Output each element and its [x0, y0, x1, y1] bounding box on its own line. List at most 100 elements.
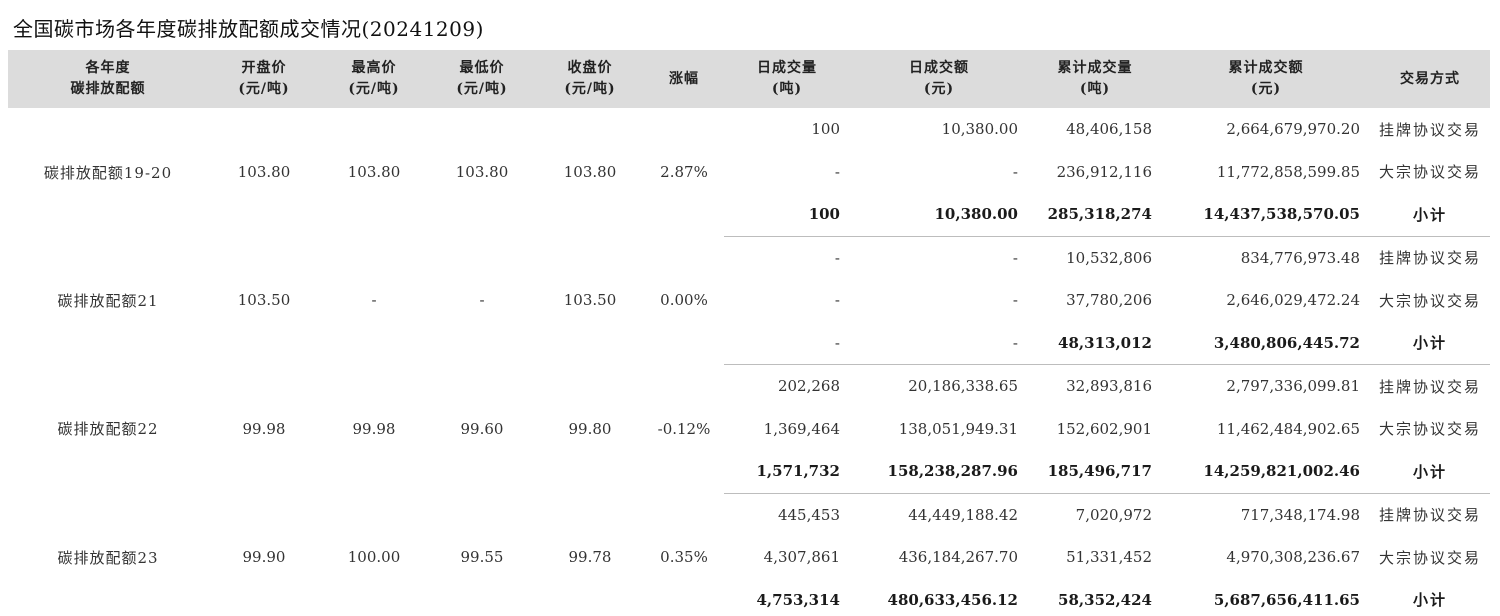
cumulative-volume: 10,532,806 — [1066, 248, 1152, 267]
trade-method: 大宗协议交易 — [1378, 548, 1481, 567]
header-low-price: 最低价 (元/吨) — [428, 50, 536, 108]
table-row: 碳排放配额21 103.50 - - 103.50 0.00% - - 10,5… — [8, 236, 1490, 310]
table-row: 4,307,861 436,184,267.70 51,331,452 4,97… — [8, 536, 1490, 579]
table-row: 碳排放配额23 99.90 100.00 99.55 99.78 0.35% 4… — [8, 493, 1490, 567]
daily-amount: 138,051,949.31 — [898, 419, 1018, 438]
daily-amount: - — [1012, 248, 1018, 267]
open-price: 99.90 — [242, 548, 286, 566]
allocation-name: 碳排放配额19-20 — [43, 163, 173, 182]
header-line1: 最高价 — [351, 60, 397, 76]
daily-volume: 4,307,861 — [763, 548, 840, 567]
trade-method: 挂牌协议交易 — [1378, 249, 1481, 268]
header-cumulative-amount: 累计成交额 (元) — [1162, 50, 1370, 108]
header-line1: 日成交额 — [909, 60, 969, 76]
open-price: 103.80 — [237, 163, 291, 181]
cumulative-amount: 2,797,336,099.81 — [1226, 377, 1360, 396]
cumulative-volume: 32,893,816 — [1066, 377, 1152, 396]
cumulative-amount: 14,259,821,002.46 — [1162, 450, 1370, 494]
table-row: 1,369,464 138,051,949.31 152,602,901 11,… — [8, 408, 1490, 451]
trade-method: 小计 — [1370, 321, 1490, 365]
daily-volume: 1,369,464 — [763, 419, 840, 438]
table-row: - - 236,912,116 11,772,858,599.85 大宗协议交易 — [8, 151, 1490, 194]
close-price: 99.78 — [568, 548, 612, 566]
header-line2: (元/吨) — [564, 81, 616, 97]
close-price: 103.80 — [563, 163, 617, 181]
cumulative-volume: 152,602,901 — [1056, 419, 1152, 438]
daily-volume: - — [834, 248, 840, 267]
header-line1: 累计成交额 — [1228, 60, 1304, 76]
header-line2: (吨) — [771, 81, 803, 97]
header-line2: (元/吨) — [456, 81, 508, 97]
cumulative-volume: 7,020,972 — [1075, 505, 1152, 524]
allocation-name: 碳排放配额23 — [57, 548, 159, 567]
cumulative-amount: 2,664,679,970.20 — [1226, 120, 1360, 139]
daily-amount: 436,184,267.70 — [898, 548, 1018, 567]
daily-amount: - — [1012, 291, 1018, 310]
high-price: - — [371, 291, 377, 310]
header-line2: 碳排放配额 — [70, 81, 146, 97]
header-line2: (元/吨) — [348, 81, 400, 97]
daily-amount: 10,380.00 — [850, 193, 1028, 237]
daily-volume: - — [834, 291, 840, 310]
header-line1: 累计成交量 — [1057, 60, 1133, 76]
close-price: 103.50 — [563, 291, 617, 310]
trade-method: 挂牌协议交易 — [1378, 120, 1481, 139]
daily-volume: 4,753,314 — [756, 590, 840, 609]
table-row: 碳排放配额19-20 103.80 103.80 103.80 103.80 2… — [8, 108, 1490, 181]
low-price: 103.80 — [455, 163, 509, 181]
price-change: -0.12% — [657, 419, 711, 438]
cumulative-amount: 3,480,806,445.72 — [1162, 321, 1370, 365]
cumulative-volume: 285,318,274 — [1028, 193, 1162, 237]
header-open-price: 开盘价 (元/吨) — [208, 50, 320, 108]
cumulative-volume: 58,352,424 — [1058, 590, 1152, 609]
trade-method: 小计 — [1370, 450, 1490, 494]
open-price: 99.98 — [242, 419, 286, 438]
daily-volume: 445,453 — [777, 505, 840, 524]
header-line1: 开盘价 — [241, 60, 287, 76]
header-line2: (元) — [1250, 81, 1282, 97]
header-line2: (元/吨) — [238, 81, 290, 97]
header-daily-volume: 日成交量 (吨) — [724, 50, 850, 108]
daily-volume: 100 — [811, 120, 840, 139]
close-price: 99.80 — [568, 419, 612, 438]
subtotal-row: - - 48,313,012 3,480,806,445.72 小计 — [8, 321, 1490, 365]
high-price: 99.98 — [352, 419, 396, 438]
daily-volume: 202,268 — [777, 377, 840, 396]
cumulative-amount: 11,772,858,599.85 — [1216, 162, 1360, 181]
cumulative-amount: 11,462,484,902.65 — [1216, 419, 1360, 438]
cumulative-volume: 51,331,452 — [1066, 548, 1152, 567]
cumulative-volume: 48,313,012 — [1028, 321, 1162, 365]
price-change: 0.35% — [660, 548, 708, 566]
header-daily-amount: 日成交额 (元) — [850, 50, 1028, 108]
trade-method: 小计 — [1412, 591, 1447, 610]
header-line2: (吨) — [1079, 81, 1111, 97]
header-close-price: 收盘价 (元/吨) — [536, 50, 644, 108]
header-row: 各年度碳排放配额 开盘价 (元/吨) 最高价 (元/吨) 最低价 (元/吨) 收盘价 (… — [8, 50, 1490, 108]
subtotal-row: 1,571,732 158,238,287.96 185,496,717 14,… — [8, 450, 1490, 494]
daily-amount: - — [1012, 162, 1018, 181]
price-change: 2.87% — [660, 163, 708, 181]
table-row: - - 37,780,206 2,646,029,472.24 大宗协议交易 — [8, 279, 1490, 322]
table-row: 碳排放配额22 99.98 99.98 99.60 99.80 -0.12% 2… — [8, 365, 1490, 438]
header-line1: 收盘价 — [567, 60, 613, 76]
subtotal-row: 4,753,314 480,633,456.12 58,352,424 5,68… — [8, 579, 1490, 616]
header-trade-method: 交易方式 — [1370, 50, 1490, 108]
header-line1: 各年度 — [85, 60, 131, 76]
daily-amount: 158,238,287.96 — [850, 450, 1028, 494]
low-price: 99.60 — [460, 419, 504, 438]
trade-method: 挂牌协议交易 — [1378, 377, 1481, 396]
cumulative-volume: 236,912,116 — [1056, 162, 1152, 181]
daily-volume: 100 — [724, 193, 850, 237]
cumulative-volume: 37,780,206 — [1066, 291, 1152, 310]
allocation-name: 碳排放配额22 — [57, 420, 159, 439]
page-title: 全国碳市场各年度碳排放配额成交情况(20241209) — [13, 17, 484, 41]
high-price: 100.00 — [347, 548, 401, 566]
cumulative-amount: 717,348,174.98 — [1240, 505, 1360, 524]
low-price: 99.55 — [460, 548, 504, 566]
header-line1: 日成交量 — [757, 60, 817, 76]
cumulative-volume: 48,406,158 — [1066, 120, 1152, 139]
cumulative-amount: 834,776,973.48 — [1240, 248, 1360, 267]
price-change: 0.00% — [660, 291, 708, 310]
daily-volume: - — [724, 321, 850, 365]
header-line2: (元) — [923, 81, 955, 97]
